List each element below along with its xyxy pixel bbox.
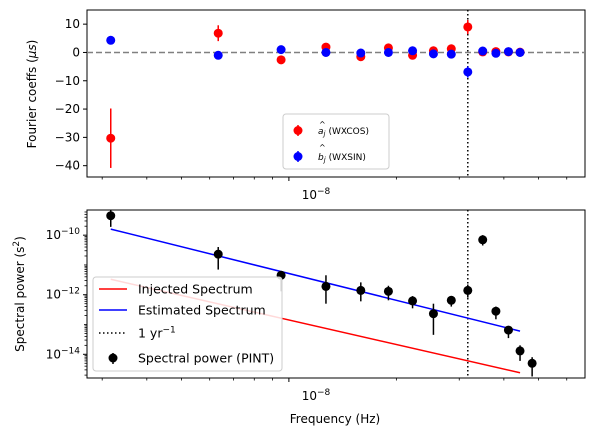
data-point xyxy=(213,28,223,38)
data-point xyxy=(446,49,456,59)
top-plot-frame xyxy=(86,9,586,178)
series-wxsin xyxy=(106,35,525,78)
data-point xyxy=(478,235,488,245)
spectral-power-points xyxy=(106,210,537,377)
top-legend: aj (WXCOS) ^ bj (WXSIN) ^ xyxy=(282,113,390,170)
data-point xyxy=(463,67,473,77)
data-point xyxy=(478,46,488,56)
bottom-plot-frame xyxy=(86,209,586,379)
top-y-tick-label: 0 xyxy=(72,45,80,59)
data-point xyxy=(213,249,223,259)
data-point xyxy=(213,50,223,60)
data-point xyxy=(408,46,418,56)
bottom-y-tick-label: 10−12 xyxy=(46,287,80,302)
legend-injected-label: Injected Spectrum xyxy=(138,282,253,297)
bottom-y-axis-ticks: 10−10 10−12 10−14 xyxy=(46,211,87,376)
legend-wxcos-hat: ^ xyxy=(319,120,326,129)
bottom-y-tick-label: 10−14 xyxy=(46,346,81,361)
legend-points-label: Spectral power (PINT) xyxy=(138,351,274,366)
top-y-axis-ticks: 10 0 −10 −20 −30 −40 xyxy=(55,17,87,173)
data-point xyxy=(383,47,393,57)
top-y-tick-label: −40 xyxy=(55,159,80,173)
top-y-axis-label: Fourier coeffs (μs) xyxy=(25,40,39,149)
bottom-x-tick-base: 10 xyxy=(302,389,317,403)
data-point xyxy=(515,346,525,356)
legend-vline-label: 1 yr−1 xyxy=(138,326,176,341)
data-point xyxy=(446,295,456,305)
data-point xyxy=(356,285,366,295)
fourier-coeffs-panel: 100−10−20−30−40 10−8 Fourier coeffs (μs)… xyxy=(25,9,586,202)
top-x-tick-exp: −8 xyxy=(317,187,331,197)
top-y-tick-label: −30 xyxy=(55,130,80,144)
data-point xyxy=(491,48,501,58)
data-point xyxy=(383,286,393,296)
top-legend-box xyxy=(282,113,390,170)
data-point xyxy=(463,285,473,295)
top-x-tick-label: 10−8 xyxy=(302,187,331,202)
data-point xyxy=(503,325,513,335)
top-x-tick-base: 10 xyxy=(302,188,317,202)
bottom-legend: Injected Spectrum Estimated Spectrum 1 y… xyxy=(92,276,283,372)
data-point xyxy=(321,281,331,291)
legend-wxsin-marker xyxy=(293,152,303,161)
estimated-spectrum-line xyxy=(110,228,521,332)
legend-points-marker xyxy=(108,353,118,363)
data-point xyxy=(503,47,513,57)
data-point xyxy=(321,47,331,57)
legend-wxcos-label: aj (WXCOS) xyxy=(318,127,369,138)
legend-wxcos-marker xyxy=(293,126,303,135)
data-point xyxy=(106,133,116,143)
bottom-x-tick-exp: −8 xyxy=(317,388,331,398)
spectral-power-panel: 10−10 10−12 10−14 10−8 Frequency (Hz) Spec… xyxy=(12,209,586,426)
x-axis-label: Frequency (Hz) xyxy=(290,412,381,426)
data-point xyxy=(408,296,418,306)
data-point xyxy=(356,48,366,58)
legend-estimated-label: Estimated Spectrum xyxy=(138,303,266,318)
data-point xyxy=(428,49,438,59)
data-point xyxy=(106,35,116,45)
top-x-axis-ticks xyxy=(101,177,568,181)
bottom-y-tick-label: 10−10 xyxy=(46,227,81,242)
data-point xyxy=(527,358,537,368)
legend-wxsin-hat: ^ xyxy=(319,143,326,152)
top-y-tick-label: −10 xyxy=(55,74,80,88)
bottom-legend-box xyxy=(92,276,283,372)
data-point xyxy=(276,45,286,55)
top-y-tick-label: 10 xyxy=(65,17,80,31)
legend-wxsin-label: bj (WXSIN) xyxy=(318,153,366,164)
bottom-y-axis-label: Spectral power (s2) xyxy=(12,236,27,352)
data-point xyxy=(276,55,286,65)
bottom-x-tick-label: 10−8 xyxy=(302,388,331,403)
top-y-tick-label: −20 xyxy=(55,102,80,116)
data-point xyxy=(463,22,473,32)
data-point xyxy=(491,306,501,316)
data-point xyxy=(515,47,525,57)
data-point xyxy=(106,211,116,221)
data-point xyxy=(428,309,438,319)
bottom-x-axis-ticks xyxy=(101,378,568,382)
